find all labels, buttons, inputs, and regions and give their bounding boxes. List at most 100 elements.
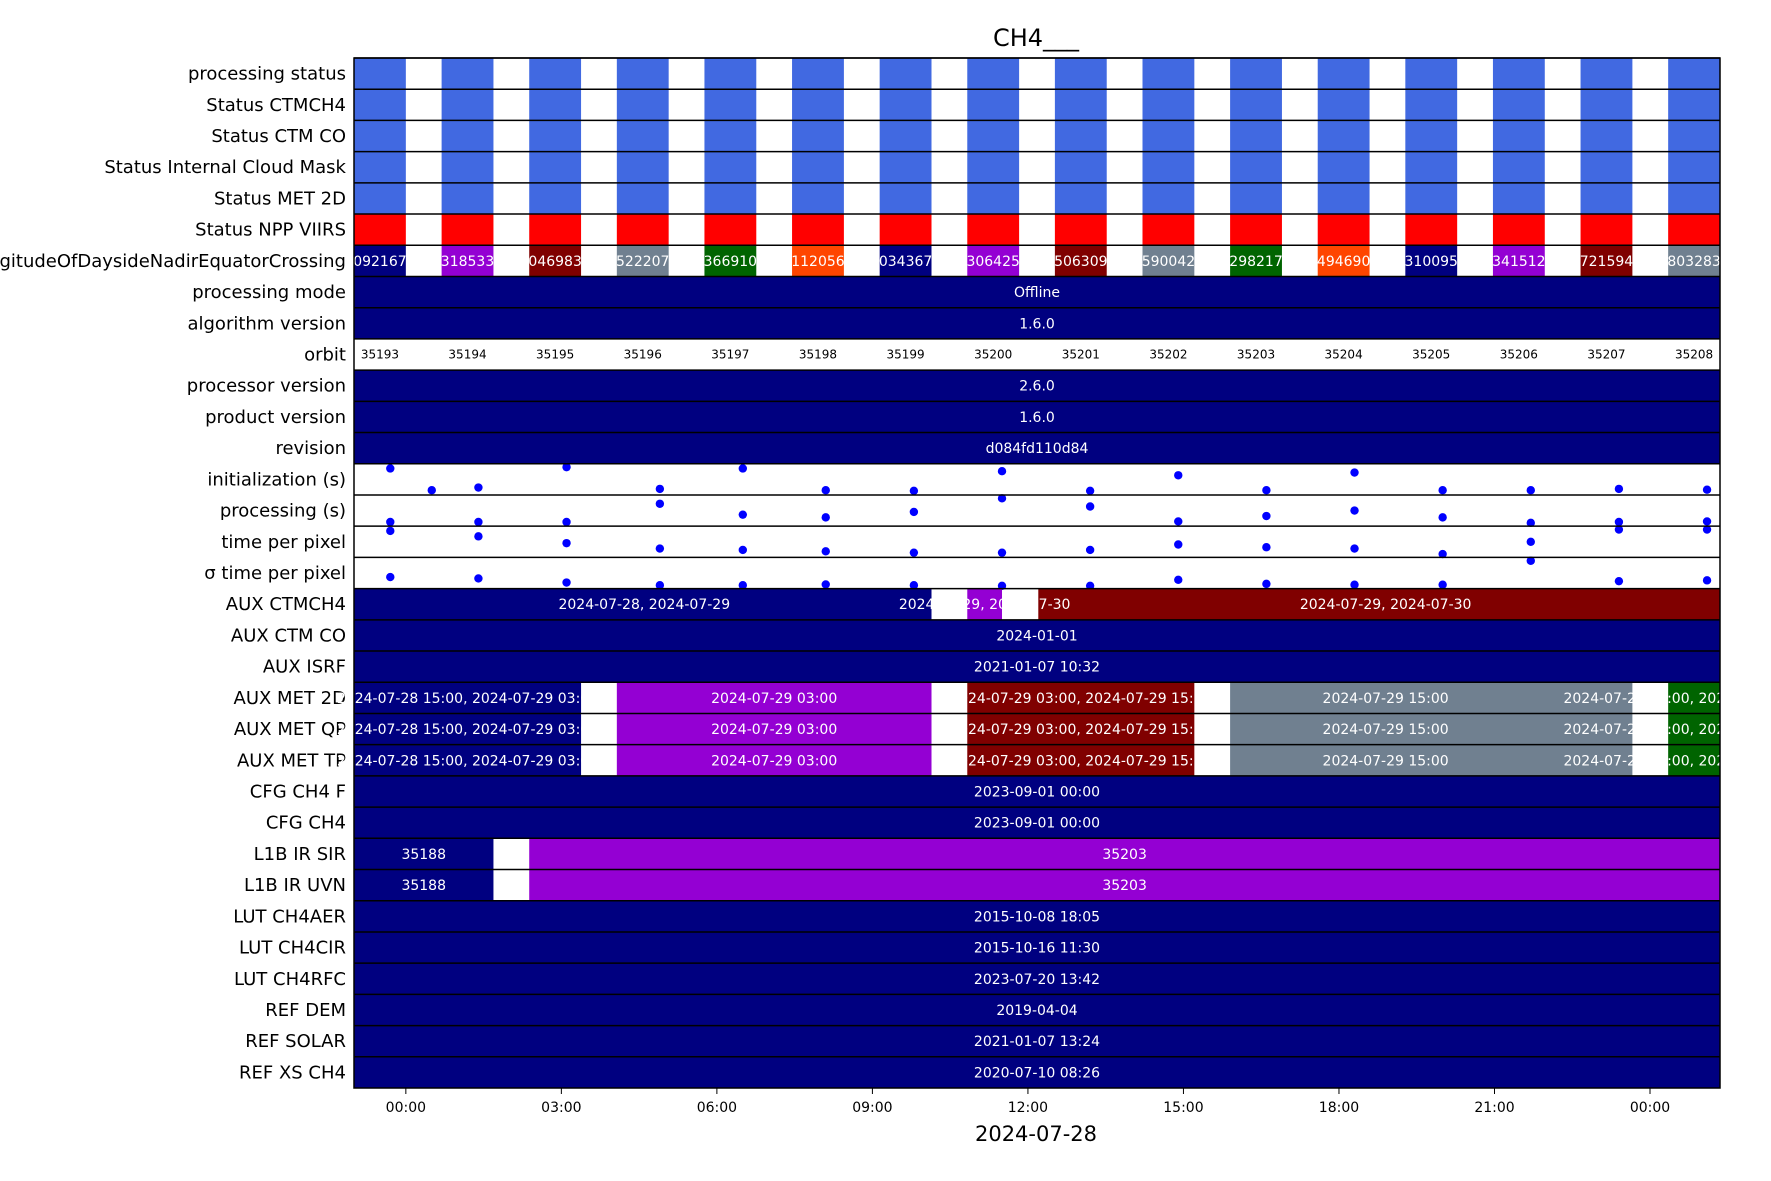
segment-label: 2024-07-29 03:00, 2024-07-29 15:00 xyxy=(950,691,1211,707)
segment-label: 2024-07-29 03:00 xyxy=(711,753,837,769)
timeline-row: LUT CH4AER 2015-10-08 18:05 xyxy=(233,899,1720,932)
x-tick-label: 18:00 xyxy=(1319,1100,1359,1116)
orbit-bar xyxy=(1230,58,1282,90)
segment-bar xyxy=(354,744,582,776)
orbit-bar xyxy=(1405,151,1458,183)
row-content xyxy=(354,619,1720,652)
orbit-bar xyxy=(879,245,932,277)
orbit-bar xyxy=(792,151,844,183)
row-content xyxy=(354,900,1720,932)
orbit-bar xyxy=(1492,89,1545,121)
row-content xyxy=(354,214,1720,246)
orbit-bar xyxy=(354,214,406,246)
orbit-bar xyxy=(1668,214,1720,246)
segment-bar xyxy=(354,869,494,901)
timeline-row: CFG CH4 F 2023-09-01 00:00 xyxy=(250,775,1720,808)
orbit-bar xyxy=(879,120,932,152)
timeline-row: orbit 35193 35194 35195 35196 35197 35198 35199… xyxy=(304,338,1720,366)
row-content xyxy=(354,963,1720,995)
segment-bar xyxy=(354,588,932,620)
orbit-value-label: 092167 xyxy=(353,254,406,270)
orbit-bar xyxy=(616,182,669,215)
scatter-point xyxy=(1262,486,1271,495)
row-content xyxy=(354,58,1720,90)
orbit-bar xyxy=(1317,245,1370,277)
segment-bar xyxy=(354,900,1720,932)
orbit-bar xyxy=(529,89,582,121)
segment-bar xyxy=(1668,682,1720,714)
orbit-bar xyxy=(1405,120,1458,152)
orbit-value-label: 112056 xyxy=(791,254,845,270)
scatter-point xyxy=(909,486,919,495)
row-content xyxy=(354,401,1720,433)
row-label: product version xyxy=(205,407,346,428)
orbit-bar xyxy=(1492,151,1545,183)
segment-bar xyxy=(1668,744,1720,776)
x-tick-label: 09:00 xyxy=(852,1100,892,1116)
scatter-point xyxy=(1438,513,1447,522)
scatter-point xyxy=(386,526,395,536)
orbit-bar xyxy=(704,58,757,90)
timeline-row: AUX ISRF 2021-01-07 10:32 xyxy=(263,650,1720,683)
orbit-bar xyxy=(1492,58,1545,90)
orbit-bar xyxy=(1142,58,1195,90)
scatter-point xyxy=(655,499,665,508)
row-content: 35193 35194 35195 35196 35197 35198 35199 35200… xyxy=(361,348,1713,362)
orbit-bar xyxy=(354,245,406,277)
scatter-point xyxy=(821,486,830,495)
plot-frame xyxy=(353,57,1721,1089)
segment-label: 1.6.0 xyxy=(1019,316,1055,332)
row-label: processing mode xyxy=(192,282,346,303)
row-content xyxy=(354,775,1720,808)
orbit-bar xyxy=(1580,245,1633,277)
x-axis-title: 2024-07-28 xyxy=(975,1122,1097,1146)
orbit-number-label: 35198 xyxy=(799,348,837,362)
orbit-bar xyxy=(354,58,406,90)
scatter-point xyxy=(1350,544,1359,553)
timeline-row: product version 1.6.0 xyxy=(205,400,1720,433)
scatter-point xyxy=(738,464,748,473)
orbit-bar xyxy=(1054,182,1107,215)
scatter-point xyxy=(1438,486,1447,495)
scatter-point xyxy=(474,517,483,527)
orbit-bar xyxy=(616,89,669,121)
orbit-bar xyxy=(704,182,757,215)
scatter-point xyxy=(562,538,571,548)
x-tick-label: 21:00 xyxy=(1474,1100,1514,1116)
orbit-number-label: 35193 xyxy=(361,348,399,362)
orbit-value-label: 366910 xyxy=(704,254,757,270)
row-content xyxy=(354,432,1720,464)
segment-bar xyxy=(354,963,1720,995)
segment-label: 2.6.0 xyxy=(1019,379,1055,395)
row-label: Status NPP VIIRS xyxy=(195,220,346,241)
row-label: orbit xyxy=(304,345,346,366)
orbit-bar xyxy=(1317,214,1370,246)
scatter-point xyxy=(1702,517,1712,526)
orbit-bar xyxy=(1668,182,1720,215)
orbit-number-label: 35204 xyxy=(1325,348,1363,362)
chart-title: CH4___ xyxy=(993,24,1080,52)
timeline-row: AUX CTM CO 2024-01-01 xyxy=(231,619,1720,652)
timeline-row: time per pixel xyxy=(221,525,1720,559)
row-label: AUX CTM CO xyxy=(231,625,346,646)
row-label: initialization (s) xyxy=(207,469,346,490)
scatter-point xyxy=(1614,517,1624,527)
scatter-point xyxy=(1614,525,1624,534)
row-content xyxy=(354,713,1720,745)
timeline-row: Status CTM CO xyxy=(211,119,1720,152)
segment-bar xyxy=(354,1056,1720,1088)
orbit-bar xyxy=(967,182,1020,215)
orbit-bar xyxy=(1230,245,1282,277)
scatter-point xyxy=(655,544,665,553)
segment-label: 2024-07-28 15:00, 2024-07-29 03:00 xyxy=(337,722,598,738)
orbit-number-label: 35200 xyxy=(974,348,1012,362)
scatter-point xyxy=(821,547,830,556)
orbit-bar xyxy=(1668,151,1720,183)
orbit-bar xyxy=(704,89,757,121)
orbit-bar xyxy=(1230,214,1282,246)
orbit-value-label: 306425 xyxy=(966,254,1019,270)
orbit-bar xyxy=(616,151,669,183)
scatter-point xyxy=(909,581,919,590)
orbit-bar xyxy=(1580,214,1633,246)
